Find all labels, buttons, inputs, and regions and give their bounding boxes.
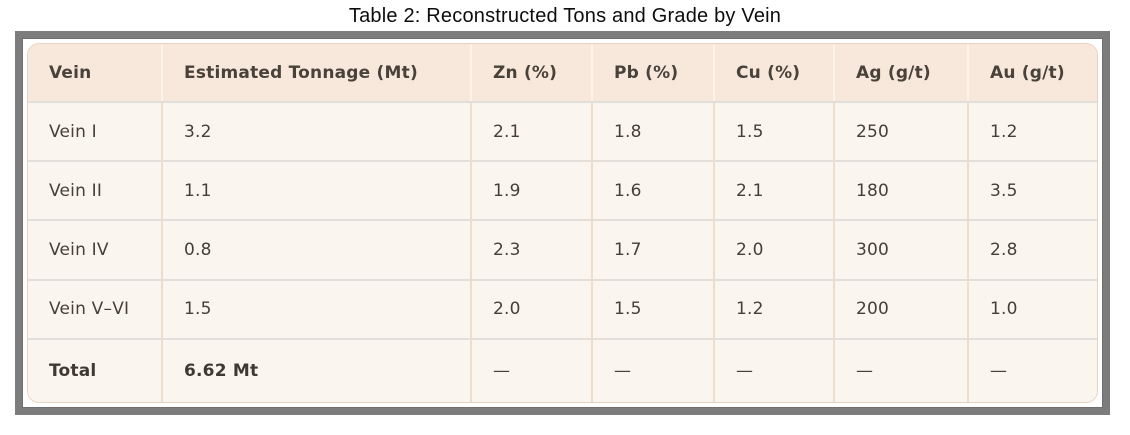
row-label-cell: Vein II bbox=[28, 160, 161, 220]
value-cell: 1.6 bbox=[591, 160, 713, 220]
value-cell: 1.8 bbox=[591, 101, 713, 161]
total-row: Total 6.62 Mt — — — — — bbox=[28, 337, 1097, 402]
value-cell: 1.9 bbox=[470, 160, 591, 220]
value-cell: 2.1 bbox=[470, 101, 591, 161]
row-label-cell: Vein IV bbox=[28, 219, 161, 279]
column-header: Pb (%) bbox=[591, 44, 713, 101]
value-cell: 2.0 bbox=[470, 278, 591, 338]
value-cell: 1.7 bbox=[591, 219, 713, 279]
column-header: Cu (%) bbox=[713, 44, 833, 101]
header-row: Vein Estimated Tonnage (Mt) Zn (%) Pb (%) Cu… bbox=[28, 44, 1097, 101]
value-cell: 3.2 bbox=[161, 101, 470, 161]
value-cell: — bbox=[470, 337, 591, 402]
value-cell: 2.1 bbox=[713, 160, 833, 220]
value-cell: 1.1 bbox=[161, 160, 470, 220]
value-cell: 300 bbox=[833, 219, 967, 279]
value-cell: 1.0 bbox=[967, 278, 1097, 338]
row-label-cell: Vein V–VI bbox=[28, 278, 161, 338]
value-cell: — bbox=[833, 337, 967, 402]
value-cell: — bbox=[713, 337, 833, 402]
column-header: Ag (g/t) bbox=[833, 44, 967, 101]
table-card: Vein Estimated Tonnage (Mt) Zn (%) Pb (%) Cu… bbox=[27, 43, 1098, 403]
value-cell: 1.2 bbox=[713, 278, 833, 338]
column-header: Au (g/t) bbox=[967, 44, 1097, 101]
column-header: Vein bbox=[28, 44, 161, 101]
column-header: Estimated Tonnage (Mt) bbox=[161, 44, 470, 101]
value-cell: 1.2 bbox=[967, 101, 1097, 161]
value-cell: 1.5 bbox=[713, 101, 833, 161]
screenshot-frame: Vein Estimated Tonnage (Mt) Zn (%) Pb (%) Cu… bbox=[15, 31, 1110, 415]
value-cell: 3.5 bbox=[967, 160, 1097, 220]
value-cell: 2.0 bbox=[713, 219, 833, 279]
table-row: Vein I 3.2 2.1 1.8 1.5 250 1.2 bbox=[28, 101, 1097, 161]
table-caption: Table 2: Reconstructed Tons and Grade by… bbox=[348, 5, 782, 27]
value-cell: 0.8 bbox=[161, 219, 470, 279]
value-cell: 1.5 bbox=[161, 278, 470, 338]
value-cell: — bbox=[967, 337, 1097, 402]
column-header: Zn (%) bbox=[470, 44, 591, 101]
table-body: Vein I 3.2 2.1 1.8 1.5 250 1.2 Vein II 1.1 1.9 1.6… bbox=[28, 101, 1097, 402]
row-label-cell: Total bbox=[28, 337, 161, 402]
table-row: Vein II 1.1 1.9 1.6 2.1 180 3.5 bbox=[28, 160, 1097, 220]
value-cell: 200 bbox=[833, 278, 967, 338]
value-cell: — bbox=[591, 337, 713, 402]
value-cell: 180 bbox=[833, 160, 967, 220]
value-cell: 1.5 bbox=[591, 278, 713, 338]
table-row: Vein IV 0.8 2.3 1.7 2.0 300 2.8 bbox=[28, 219, 1097, 279]
value-cell: 6.62 Mt bbox=[161, 337, 470, 402]
row-label-cell: Vein I bbox=[28, 101, 161, 161]
vein-grade-table: Vein Estimated Tonnage (Mt) Zn (%) Pb (%) Cu… bbox=[28, 44, 1097, 402]
value-cell: 250 bbox=[833, 101, 967, 161]
table-row: Vein V–VI 1.5 2.0 1.5 1.2 200 1.0 bbox=[28, 278, 1097, 338]
table-header: Vein Estimated Tonnage (Mt) Zn (%) Pb (%) Cu… bbox=[28, 44, 1097, 101]
value-cell: 2.3 bbox=[470, 219, 591, 279]
value-cell: 2.8 bbox=[967, 219, 1097, 279]
